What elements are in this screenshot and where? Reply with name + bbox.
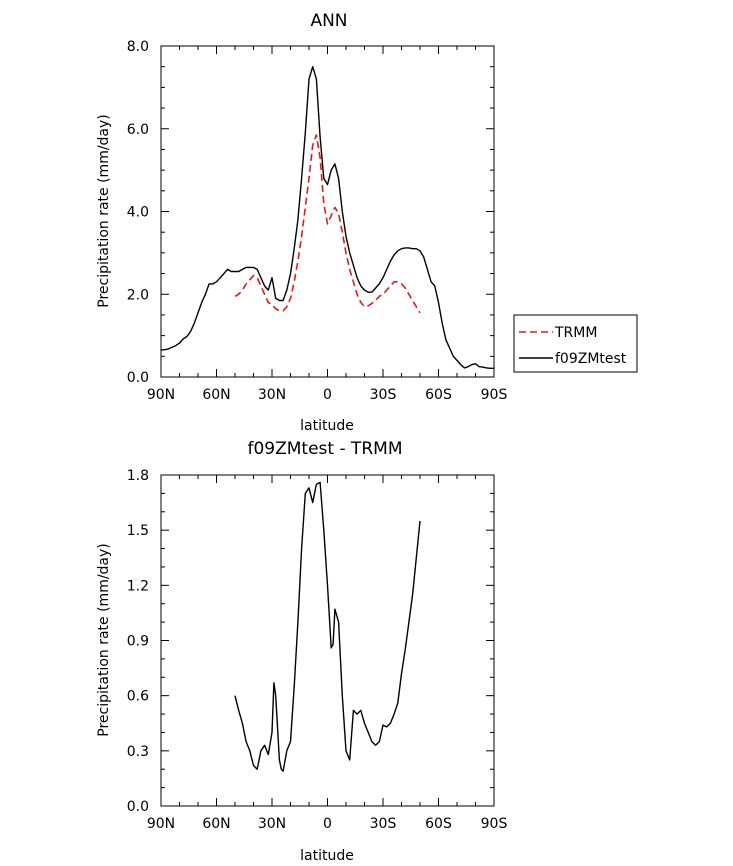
bottom-y-tick-label: 0.9 xyxy=(127,634,149,650)
top-x-axis-label: latitude xyxy=(300,418,354,434)
bottom-axis-ticks: 90N 60N 30N 0 30S 60S 90S 0.0 0.3 0.6 0.9 1.2 1.5 1.8 xyxy=(127,468,508,832)
bottom-y-tick-label: 0.6 xyxy=(127,689,149,705)
top-y-tick-label: 6.0 xyxy=(127,122,149,138)
top-panel: ANN 90N 60N 30N 0 30S 60S 90S 0.0 2.0 4.0 6.0 8.0 l… xyxy=(96,11,638,434)
bottom-x-axis-label: latitude xyxy=(300,848,354,864)
bottom-series-line-difference xyxy=(234,481,421,772)
bottom-x-tick-label: 30N xyxy=(258,816,286,832)
legend: TRMM f09ZMtest xyxy=(513,314,638,373)
top-y-tick-label: 8.0 xyxy=(127,39,149,55)
top-series-line-trmm xyxy=(234,134,421,314)
legend-box xyxy=(513,314,638,373)
top-x-tick-label: 60N xyxy=(202,387,230,403)
top-y-tick-label: 4.0 xyxy=(127,205,149,221)
bottom-y-tick-label: 1.8 xyxy=(127,468,149,484)
bottom-y-tick-label: 0.3 xyxy=(127,744,149,760)
top-x-tick-label: 30S xyxy=(370,387,397,403)
top-x-tick-label: 30N xyxy=(258,387,286,403)
top-plot-frame xyxy=(160,45,495,378)
top-x-tick-label: 0 xyxy=(323,387,332,403)
top-x-tick-label: 90N xyxy=(147,387,175,403)
bottom-chart-title: f09ZMtest - TRMM xyxy=(247,439,402,459)
bottom-panel: f09ZMtest - TRMM 90N 60N 30N 0 30S 60S 90S 0.0 0… xyxy=(96,439,507,864)
legend-label-trmm: TRMM xyxy=(554,325,597,341)
top-y-tick-label: 0.0 xyxy=(127,370,149,386)
top-axis-ticks: 90N 60N 30N 0 30S 60S 90S 0.0 2.0 4.0 6.0 8.0 xyxy=(127,39,508,403)
bottom-x-tick-label: 60S xyxy=(425,816,452,832)
bottom-y-tick-label: 0.0 xyxy=(127,799,149,815)
top-series-layer xyxy=(160,65,494,369)
top-chart-title: ANN xyxy=(310,11,347,31)
bottom-x-tick-label: 30S xyxy=(370,816,397,832)
bottom-plot-frame xyxy=(160,474,495,807)
bottom-series-layer xyxy=(234,481,421,772)
bottom-y-tick-label: 1.5 xyxy=(127,523,149,539)
bottom-x-tick-label: 90S xyxy=(481,816,508,832)
bottom-x-tick-label: 90N xyxy=(147,816,175,832)
bottom-x-tick-label: 0 xyxy=(323,816,332,832)
bottom-y-axis-label: Precipitation rate (mm/day) xyxy=(96,543,112,737)
bottom-y-tick-label: 1.2 xyxy=(127,578,149,594)
top-x-tick-label: 90S xyxy=(481,387,508,403)
top-y-axis-label: Precipitation rate (mm/day) xyxy=(96,114,112,308)
legend-label-f09zmtest: f09ZMtest xyxy=(555,351,627,367)
top-series-line-f09zmtest xyxy=(160,65,494,369)
bottom-x-tick-label: 60N xyxy=(202,816,230,832)
top-x-tick-label: 60S xyxy=(425,387,452,403)
top-y-tick-label: 2.0 xyxy=(127,287,149,303)
